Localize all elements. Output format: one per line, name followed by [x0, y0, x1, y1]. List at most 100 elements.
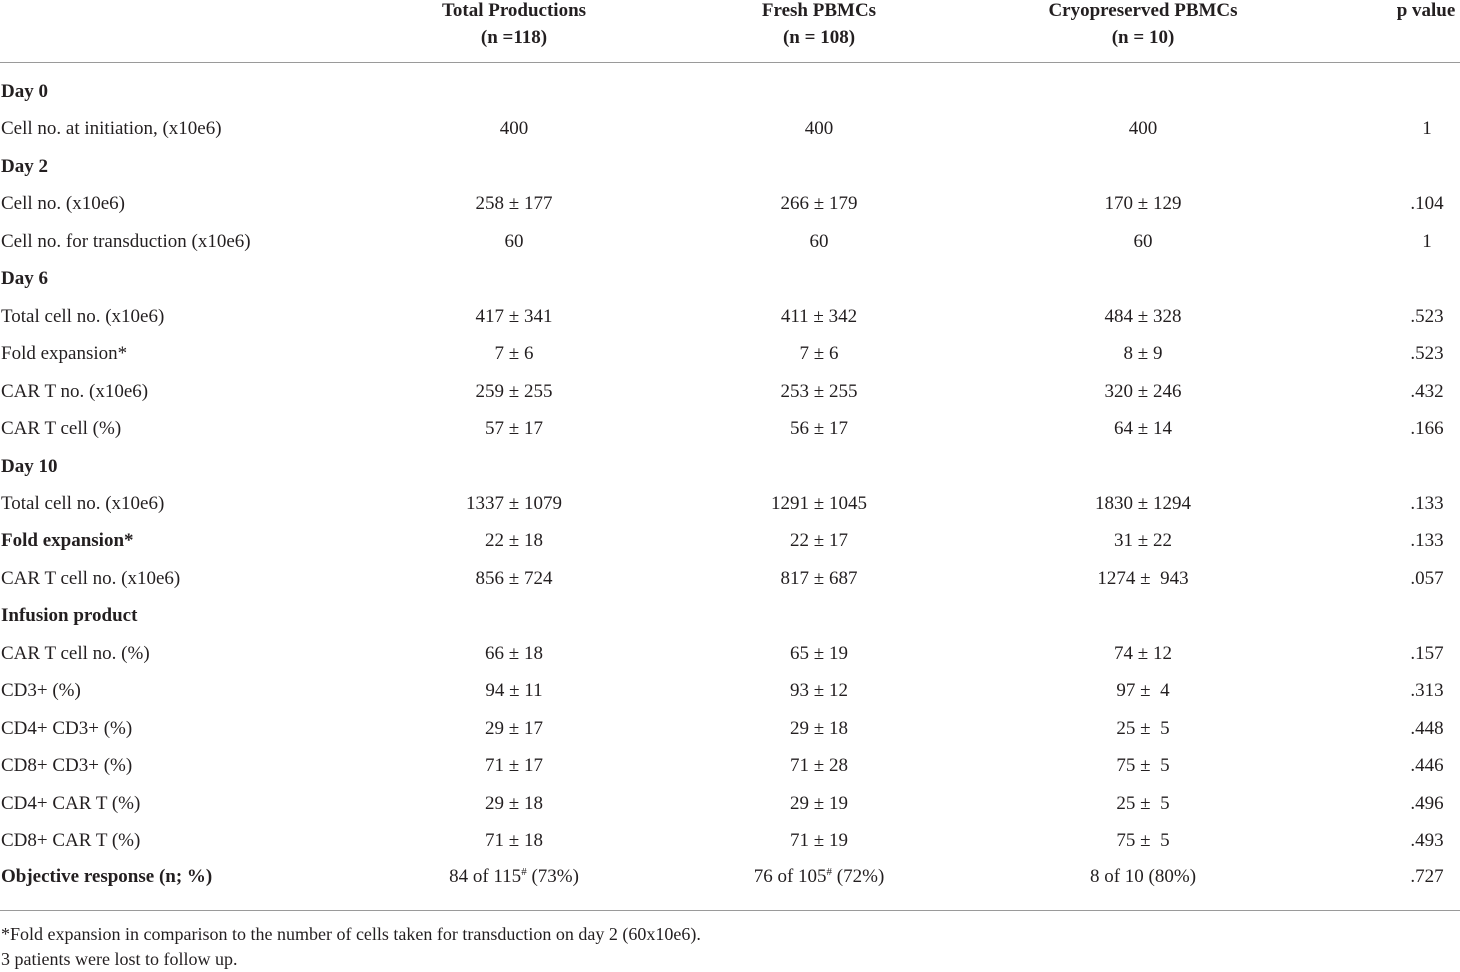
footnote-marker: # — [521, 866, 527, 878]
cell-total: 71 ± 17 — [485, 755, 543, 776]
cell-fresh: 253 ± 255 — [780, 381, 858, 402]
cell-cryo: 8 of 10 (80%) — [1089, 866, 1197, 887]
table-row: CAR T no. (x10e6) 259 ± 255 253 ± 255 320 ±… — [0, 373, 1460, 410]
cell-p-value: 1 — [1422, 231, 1432, 252]
cell-p-value: .446 — [1410, 755, 1444, 776]
cell-cryo: 1830 ± 1294 — [1095, 493, 1191, 514]
cell-p-value: .157 — [1410, 643, 1444, 664]
table-row: CD8+ CAR T (%) 71 ± 18 71 ± 19 75 ± 5 .493 — [0, 822, 1460, 859]
row-label: CD4+ CD3+ (%) — [1, 718, 133, 739]
cell-p-value: .057 — [1410, 568, 1444, 589]
cell-cryo: 25 ± 5 — [1116, 793, 1170, 814]
cell-total: 1337 ± 1079 — [466, 493, 562, 514]
cell-cryo: 74 ± 12 — [1114, 643, 1172, 664]
cell-fresh: 1291 ± 1045 — [771, 493, 867, 514]
row-label: Cell no. (x10e6) — [1, 193, 126, 214]
footnote-lost-follow-up: 3 patients were lost to follow up. — [1, 949, 238, 969]
cell-p-value: .727 — [1410, 866, 1444, 887]
table-row: CAR T cell no. (%) 66 ± 18 65 ± 19 74 ± 12.… — [0, 635, 1460, 672]
section-heading-row: Infusion product — [0, 597, 1460, 634]
cell-p-value: .313 — [1410, 680, 1444, 701]
cell-p-value: .496 — [1410, 793, 1444, 814]
cell-fresh: 411 ± 342 — [780, 306, 858, 327]
cell-fresh: 7 ± 6 — [799, 343, 839, 364]
cell-p-value: .493 — [1410, 830, 1444, 851]
cell-fresh: 817 ± 687 — [780, 568, 858, 589]
cell-fresh: 22 ± 17 — [790, 530, 848, 551]
table-row: Total cell no. (x10e6) 1337 ± 1079 1291 ± … — [0, 485, 1460, 522]
cell-fresh: 60 — [809, 231, 829, 252]
cell-cryo: 1274 ± 943 — [1097, 568, 1189, 589]
cell-p-value: .166 — [1410, 418, 1444, 439]
cell-fresh: 71 ± 19 — [790, 830, 848, 851]
cell-cryo: 97 ± 4 — [1116, 680, 1170, 701]
table-row: CD8+ CD3+ (%) 71 ± 17 71 ± 28 75 ± 5 .446 — [0, 747, 1460, 784]
footnote-fold-expansion: *Fold expansion in comparison to the num… — [1, 924, 701, 944]
cell-p-value: 1 — [1422, 118, 1432, 139]
cell-total: 94 ± 11 — [485, 680, 543, 701]
cell-p-value: .523 — [1410, 306, 1444, 327]
cell-cryo: 31 ± 22 — [1114, 530, 1172, 551]
cell-total: 400 — [499, 118, 529, 139]
cell-cryo: 64 ± 14 — [1114, 418, 1172, 439]
cell-fresh: 93 ± 12 — [790, 680, 848, 701]
cell-cryo: 75 ± 5 — [1116, 830, 1170, 851]
footer-rule — [0, 910, 1460, 911]
cell-p-value: .523 — [1410, 343, 1444, 364]
table-row: CD3+ (%) 94 ± 11 93 ± 12 97 ± 4 .313 — [0, 672, 1460, 709]
section-heading-row: Day 2 — [0, 148, 1460, 185]
row-label: CAR T no. (x10e6) — [1, 381, 149, 402]
cell-total: 57 ± 17 — [485, 418, 543, 439]
table-row: Fold expansion* 22 ± 18 22 ± 17 31 ± 22 .133 — [0, 522, 1460, 559]
cell-p-value: .104 — [1410, 193, 1444, 214]
row-label: Total cell no. (x10e6) — [1, 306, 165, 327]
row-label: CD8+ CD3+ (%) — [1, 755, 133, 776]
cell-fresh: 76 of 105# (72%) — [753, 866, 885, 887]
cell-total: 29 ± 18 — [485, 793, 543, 814]
header-total-title: Total Productions — [441, 0, 587, 21]
header-fresh-n: (n = 108) — [782, 27, 856, 48]
table-row: CAR T cell no. (x10e6) 856 ± 724 817 ± 687… — [0, 560, 1460, 597]
header-cryo-title: Cryopreserved PBMCs — [1048, 0, 1238, 21]
cell-cryo: 8 ± 9 — [1123, 343, 1163, 364]
cell-total: 22 ± 18 — [485, 530, 543, 551]
cell-cryo: 484 ± 328 — [1104, 306, 1182, 327]
cell-fresh: 56 ± 17 — [790, 418, 848, 439]
row-label: Fold expansion* — [1, 530, 134, 551]
row-label: Cell no. for transduction (x10e6) — [1, 231, 251, 252]
cell-total: 7 ± 6 — [494, 343, 534, 364]
header-fresh-pbmcs: Fresh PBMCs (n = 108) — [699, 0, 939, 51]
row-label: CAR T cell no. (x10e6) — [1, 568, 181, 589]
cell-total: 259 ± 255 — [475, 381, 553, 402]
section-heading-row: Day 6 — [0, 260, 1460, 297]
table-row: Cell no. (x10e6) 258 ± 177 266 ± 179 170 ± … — [0, 185, 1460, 222]
cell-cryo: 170 ± 129 — [1104, 193, 1182, 214]
section-heading: Day 10 — [1, 456, 58, 477]
cell-p-value: .133 — [1410, 530, 1444, 551]
cell-total: 84 of 115# (73%) — [449, 866, 579, 887]
cell-total: 258 ± 177 — [475, 193, 553, 214]
section-heading: Day 2 — [1, 156, 48, 177]
row-label: Cell no. at initiation, (x10e6) — [1, 118, 222, 139]
row-label: Total cell no. (x10e6) — [1, 493, 165, 514]
row-label: Fold expansion* — [1, 343, 128, 364]
header-fresh-title: Fresh PBMCs — [761, 0, 877, 21]
header-total-productions: Total Productions (n =118) — [394, 0, 634, 51]
cell-fresh: 400 — [804, 118, 834, 139]
row-label: CAR T cell (%) — [1, 418, 122, 439]
table-header: Total Productions (n =118) Fresh PBMCs (… — [0, 0, 1460, 63]
cell-total: 856 ± 724 — [475, 568, 553, 589]
cell-cryo: 400 — [1128, 118, 1158, 139]
cell-total: 66 ± 18 — [485, 643, 543, 664]
table-row: Fold expansion* 7 ± 6 7 ± 6 8 ± 9 .523 — [0, 335, 1460, 372]
footnote-marker: # — [826, 866, 833, 878]
table-row: CD4+ CAR T (%) 29 ± 18 29 ± 19 25 ± 5 .496 — [0, 785, 1460, 822]
section-heading: Infusion product — [1, 605, 138, 626]
cell-fresh: 65 ± 19 — [790, 643, 848, 664]
cell-cryo: 25 ± 5 — [1116, 718, 1170, 739]
cell-total: 29 ± 17 — [485, 718, 543, 739]
cell-cryo: 60 — [1133, 231, 1153, 252]
header-cryopreserved-pbmcs: Cryopreserved PBMCs (n = 10) — [1009, 0, 1277, 51]
row-label: Objective response (n; %) — [1, 866, 213, 887]
cell-cryo: 320 ± 246 — [1104, 381, 1182, 402]
